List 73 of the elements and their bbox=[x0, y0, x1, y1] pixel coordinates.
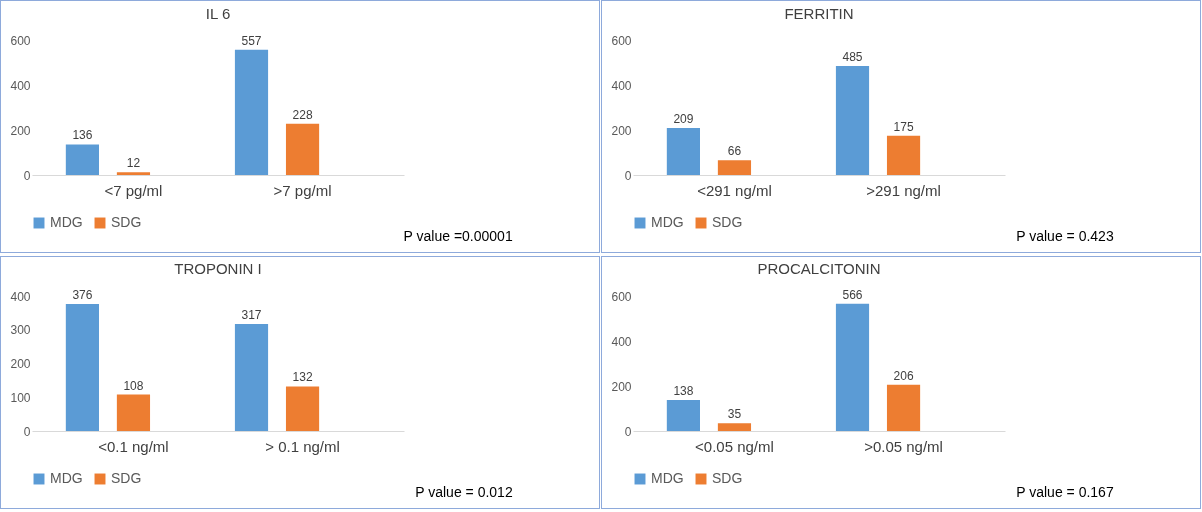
legend-label: MDG bbox=[50, 214, 83, 230]
y-tick-label: 0 bbox=[23, 424, 31, 439]
x-tick-label: >0.05 ng/ml bbox=[864, 437, 943, 455]
chart-title: PROCALCITONIN bbox=[757, 259, 881, 277]
data-label: 209 bbox=[673, 111, 694, 126]
legend-label: MDG bbox=[50, 470, 83, 486]
text: P value = 0.012 bbox=[415, 484, 513, 500]
bar bbox=[835, 65, 870, 175]
x-tick-label: > 0.1 ng/ml bbox=[265, 437, 340, 455]
bar bbox=[285, 123, 320, 175]
data-label: 376 bbox=[72, 288, 93, 303]
data-label: 132 bbox=[292, 370, 313, 385]
y-tick-label: 400 bbox=[611, 78, 632, 93]
bar bbox=[886, 135, 921, 175]
legend-label: SDG bbox=[111, 214, 142, 230]
text: P value = 0.423 bbox=[1016, 228, 1114, 244]
bar bbox=[285, 386, 320, 431]
legend-label: SDG bbox=[712, 470, 743, 486]
data-label: 138 bbox=[673, 383, 694, 398]
bar bbox=[717, 423, 752, 431]
y-tick-label: 300 bbox=[10, 323, 31, 338]
data-label: 317 bbox=[241, 308, 262, 323]
bar bbox=[65, 304, 99, 431]
bar bbox=[666, 399, 700, 431]
y-tick-label: 400 bbox=[10, 78, 31, 93]
bar bbox=[234, 324, 269, 431]
x-tick-label: <0.05 ng/ml bbox=[695, 437, 774, 455]
chart-title: IL 6 bbox=[205, 5, 231, 22]
data-label: 12 bbox=[126, 156, 141, 171]
legend-label: MDG bbox=[651, 214, 684, 230]
y-tick-label: 600 bbox=[611, 289, 632, 304]
data-label: 35 bbox=[727, 407, 742, 422]
data-label: 108 bbox=[123, 378, 144, 393]
bar bbox=[886, 384, 921, 431]
text: P value = 0.167 bbox=[1016, 484, 1114, 500]
chart-title: TROPONIN I bbox=[174, 260, 262, 278]
y-tick-label: 600 bbox=[611, 33, 632, 48]
y-tick-label: 600 bbox=[10, 33, 31, 48]
bar bbox=[234, 49, 269, 175]
legend-label: SDG bbox=[111, 470, 142, 486]
y-tick-label: 0 bbox=[23, 168, 31, 183]
data-label: 228 bbox=[292, 107, 313, 122]
x-tick-label: <7 pg/ml bbox=[104, 181, 163, 199]
x-tick-label: <291 ng/ml bbox=[697, 181, 772, 199]
y-tick-label: 200 bbox=[10, 357, 31, 371]
bar bbox=[666, 127, 700, 175]
legend-label: SDG bbox=[712, 214, 743, 230]
data-label: 66 bbox=[727, 144, 742, 159]
y-tick-label: 100 bbox=[10, 390, 31, 405]
data-label: 566 bbox=[842, 287, 863, 302]
bar bbox=[116, 394, 151, 431]
x-tick-label: >291 ng/ml bbox=[866, 181, 941, 199]
x-tick-label: >7 pg/ml bbox=[273, 181, 332, 199]
bar bbox=[835, 303, 870, 431]
data-label: 485 bbox=[842, 49, 863, 64]
bar bbox=[116, 172, 151, 175]
chart-title: FERRITIN bbox=[784, 5, 854, 22]
y-tick-label: 200 bbox=[10, 123, 31, 138]
legend-label: MDG bbox=[651, 470, 684, 486]
data-label: 175 bbox=[893, 119, 914, 134]
y-tick-label: 400 bbox=[611, 334, 632, 349]
y-tick-label: 400 bbox=[10, 289, 31, 304]
y-tick-label: 200 bbox=[611, 123, 632, 138]
y-tick-label: 0 bbox=[624, 168, 632, 183]
bar bbox=[65, 144, 99, 175]
data-label: 557 bbox=[241, 33, 262, 48]
text: P value =0.00001 bbox=[403, 228, 513, 244]
y-tick-label: 0 bbox=[624, 424, 632, 439]
data-label: 136 bbox=[72, 128, 93, 143]
y-tick-label: 200 bbox=[611, 379, 632, 394]
data-label: 206 bbox=[893, 368, 914, 383]
bar bbox=[717, 160, 752, 175]
x-tick-label: <0.1 ng/ml bbox=[98, 437, 169, 455]
